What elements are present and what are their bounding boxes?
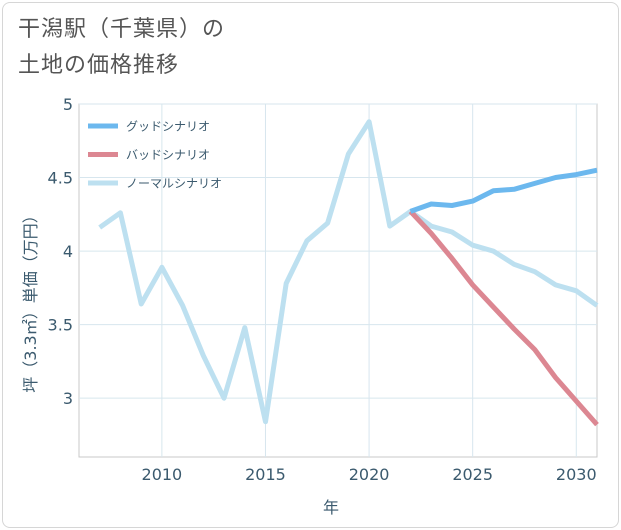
y-tick-label-3.5: 3.5 [48, 316, 73, 335]
x-tick-label-2020: 2020 [349, 465, 390, 484]
x-axis-label: 年 [323, 498, 339, 517]
axis-ticks: 2010 2015 2020 2025 2030 3 3.5 4 4.5 5 [48, 95, 597, 484]
legend-label-2: ノーマルシナリオ [126, 177, 222, 191]
legend-label-1: バッドシナリオ [126, 148, 210, 162]
y-axis-label: 坪（3.3㎡）単価（万円） [21, 207, 40, 392]
series-line-2 [98, 119, 599, 425]
x-tick-label-2010: 2010 [142, 465, 183, 484]
chart-title-line-2: 土地の価格推移 [18, 53, 180, 78]
chart-title-line-1: 干潟駅（千葉県）の [18, 17, 226, 42]
x-tick-label-2015: 2015 [245, 465, 286, 484]
series-line-1 [408, 209, 599, 427]
y-tick-label-4.5: 4.5 [48, 169, 73, 188]
series-lines [98, 119, 599, 427]
legend-label-0: グッドシナリオ [126, 120, 210, 134]
series-line-0 [409, 167, 598, 214]
x-tick-label-2030: 2030 [556, 465, 597, 484]
chart-title: 干潟駅（千葉県）の 土地の価格推移 [18, 12, 225, 84]
y-tick-label-3: 3 [63, 389, 73, 408]
y-tick-label-5: 5 [63, 95, 73, 114]
x-tick-label-2025: 2025 [452, 465, 493, 484]
y-tick-label-4: 4 [63, 242, 73, 261]
